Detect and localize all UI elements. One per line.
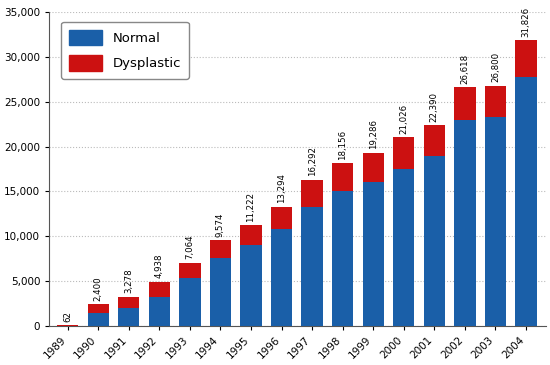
Bar: [301, 180, 323, 207]
Legend: Normal, Dysplastic: Normal, Dysplastic: [61, 22, 189, 78]
Bar: [424, 125, 445, 155]
Text: 9,574: 9,574: [216, 212, 225, 237]
Text: 19,286: 19,286: [368, 119, 378, 149]
Text: 4,938: 4,938: [155, 254, 164, 278]
Text: 21,026: 21,026: [399, 104, 408, 134]
Text: 31,826: 31,826: [521, 7, 530, 37]
Bar: [87, 304, 109, 312]
Bar: [332, 191, 353, 326]
Bar: [118, 308, 140, 326]
Bar: [179, 263, 201, 277]
Bar: [332, 163, 353, 191]
Bar: [87, 312, 109, 326]
Bar: [454, 120, 476, 326]
Bar: [148, 282, 170, 297]
Bar: [362, 153, 384, 182]
Bar: [393, 137, 415, 169]
Text: 18,156: 18,156: [338, 130, 347, 160]
Bar: [515, 41, 537, 77]
Bar: [362, 182, 384, 326]
Bar: [393, 169, 415, 326]
Bar: [424, 155, 445, 326]
Bar: [179, 277, 201, 326]
Bar: [210, 258, 231, 326]
Text: 11,222: 11,222: [246, 192, 256, 222]
Bar: [271, 229, 292, 326]
Bar: [240, 245, 262, 326]
Bar: [240, 225, 262, 245]
Bar: [485, 85, 506, 117]
Text: 16,292: 16,292: [307, 146, 317, 176]
Bar: [210, 240, 231, 258]
Bar: [454, 87, 476, 120]
Text: 3,278: 3,278: [124, 268, 133, 293]
Bar: [485, 117, 506, 326]
Bar: [301, 207, 323, 326]
Text: 26,800: 26,800: [491, 52, 500, 82]
Text: 22,390: 22,390: [430, 92, 439, 122]
Text: 62: 62: [63, 311, 72, 322]
Bar: [148, 297, 170, 326]
Text: 7,064: 7,064: [185, 234, 194, 259]
Text: 13,294: 13,294: [277, 173, 286, 203]
Bar: [118, 297, 140, 308]
Text: 2,400: 2,400: [94, 276, 103, 301]
Bar: [271, 207, 292, 229]
Text: 26,618: 26,618: [460, 54, 469, 84]
Bar: [515, 77, 537, 326]
